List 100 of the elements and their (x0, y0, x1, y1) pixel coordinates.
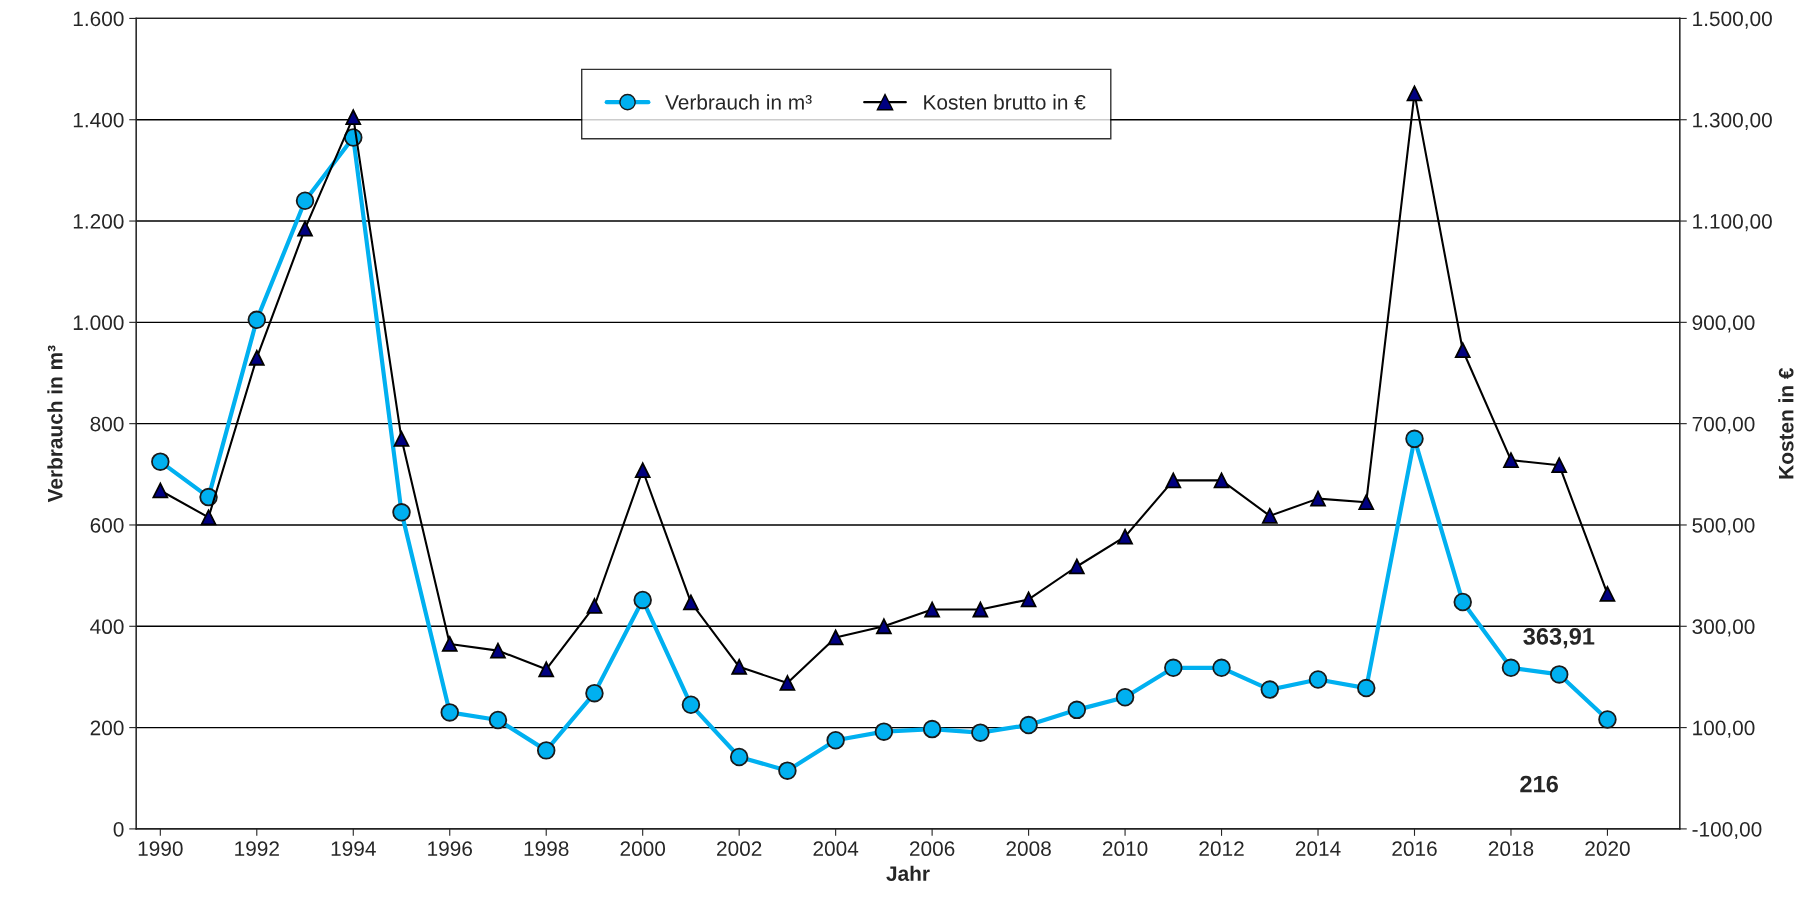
y2-tick-label: -100,00 (1692, 821, 1762, 840)
y-axis-title: Verbrauch in m³ (47, 345, 63, 503)
point (536, 741, 556, 760)
y2-axis-title: Kosten in € (1778, 367, 1794, 479)
y2-tick-label: 100,00 (1693, 720, 1755, 738)
point (681, 695, 701, 715)
point (440, 703, 459, 722)
point (488, 710, 508, 730)
point (1260, 680, 1280, 699)
point (585, 683, 604, 703)
point (1406, 85, 1423, 102)
point (1454, 342, 1471, 359)
legend-label: Verbrauch in m³ (665, 94, 812, 110)
point (295, 191, 315, 211)
point (1067, 700, 1087, 720)
point (779, 675, 796, 691)
x-tick-label: 2008 (1006, 841, 1051, 857)
point (634, 462, 651, 479)
point (1020, 591, 1037, 608)
y-tick-label: 200 (90, 720, 124, 736)
x-tick-label: 1990 (138, 841, 183, 857)
y2-tick-label: 1.500,00 (1693, 11, 1772, 29)
x-tick-label: 1996 (428, 841, 472, 857)
point (152, 482, 169, 499)
y-tick-label: 1.200 (73, 214, 124, 229)
point (1308, 670, 1328, 689)
y-tick-label: 400 (90, 619, 124, 635)
y2-tick-label: 300,00 (1692, 619, 1755, 637)
point (826, 731, 845, 750)
y2-tick-label: 900,00 (1692, 315, 1755, 333)
point (1213, 472, 1230, 489)
y-tick-label: 1.600 (73, 11, 124, 27)
point (200, 509, 217, 526)
x-tick-label: 2014 (1295, 841, 1341, 857)
point (874, 722, 894, 741)
point (1453, 592, 1472, 612)
x-tick-label: 2004 (813, 841, 859, 857)
legend-label: Kosten brutto in € (924, 94, 1086, 110)
point (247, 310, 267, 330)
x-axis-title: Jahr (886, 865, 930, 881)
data-label: 216 (1520, 775, 1558, 793)
point (972, 601, 989, 618)
y-tick-label: 1.000 (73, 315, 124, 331)
y-tick-label: 800 (90, 416, 124, 432)
point (1068, 558, 1085, 575)
point (827, 629, 844, 646)
point (683, 594, 699, 611)
y2-tick-label: 1.100,00 (1693, 214, 1772, 232)
point (971, 723, 990, 742)
x-tick-label: 1994 (331, 841, 376, 857)
x-tick-label: 1992 (235, 841, 279, 857)
x-tick-label: 1998 (524, 841, 569, 857)
point (633, 590, 652, 610)
y-tick-label: 1.400 (73, 112, 124, 128)
y-tick-label: 600 (90, 517, 124, 533)
data-label: 363,91 (1523, 628, 1595, 649)
y-tick-label: 0 (113, 821, 124, 837)
point (538, 661, 555, 678)
point (1598, 710, 1617, 729)
point (297, 220, 313, 237)
point (248, 349, 265, 366)
y2-tick-label: 1.300,00 (1693, 112, 1772, 130)
point (1117, 528, 1133, 545)
point (345, 109, 362, 126)
point (586, 598, 603, 614)
point (778, 761, 797, 780)
point (1357, 678, 1376, 698)
point (1599, 586, 1616, 602)
x-tick-label: 2000 (620, 841, 666, 857)
point (1503, 452, 1519, 468)
x-tick-label: 2010 (1102, 841, 1148, 857)
point (1164, 658, 1183, 678)
x-tick-label: 2020 (1585, 841, 1630, 857)
x-tick-label: 2002 (717, 841, 762, 857)
point (876, 618, 892, 635)
point (1165, 472, 1182, 489)
point (1310, 490, 1326, 507)
x-tick-label: 2012 (1199, 841, 1244, 857)
point (1019, 715, 1038, 735)
x-tick-label: 2016 (1392, 841, 1437, 857)
y2-tick-label: 500,00 (1692, 517, 1755, 536)
y2-tick-label: 700,00 (1692, 416, 1755, 434)
point (1501, 658, 1521, 678)
point (1115, 687, 1135, 707)
point (441, 636, 458, 652)
x-tick-label: 2006 (910, 841, 955, 857)
point (151, 452, 170, 471)
point (1405, 429, 1424, 449)
x-tick-label: 2018 (1488, 841, 1534, 857)
point (1212, 658, 1231, 678)
point (924, 601, 940, 618)
point (1261, 508, 1278, 524)
point (1551, 457, 1568, 474)
point (1358, 494, 1375, 511)
point (1549, 665, 1569, 684)
point (392, 503, 411, 522)
point (490, 642, 506, 659)
point (729, 747, 749, 767)
point (731, 658, 748, 675)
point (393, 431, 410, 447)
